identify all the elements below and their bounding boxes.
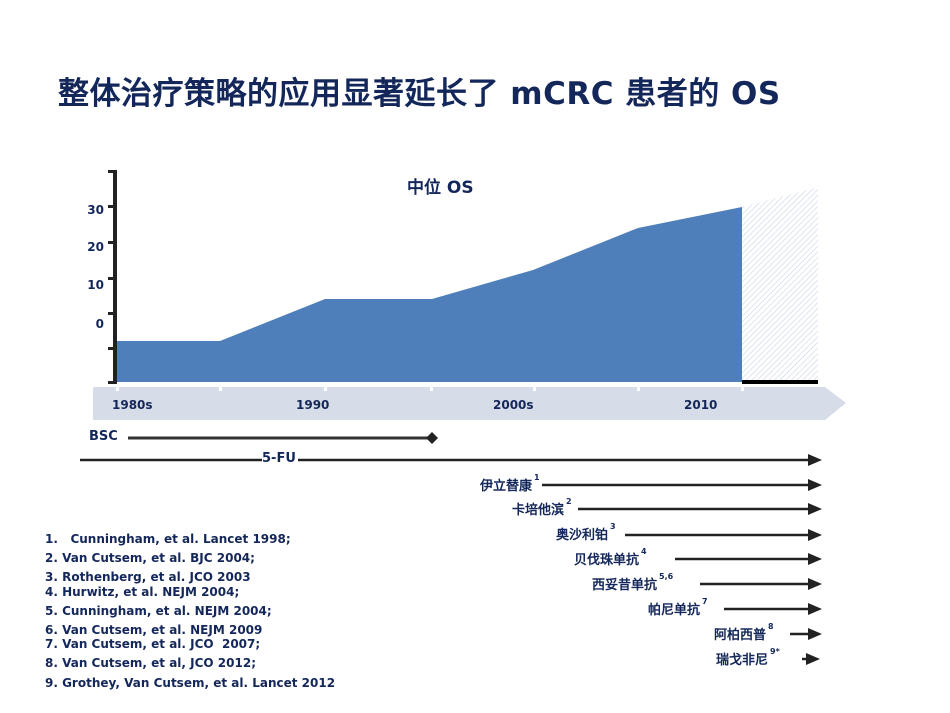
y-tick-0: 0 [95, 317, 104, 331]
projection-hatch [742, 187, 818, 382]
page-title: 整体治疗策略的应用显著延长了 mCRC 患者的 OS [58, 76, 781, 112]
therapy-bsc: BSC [89, 429, 120, 444]
references-list: 1. Cunningham, et al. Lancet 1998; 2. Va… [45, 531, 335, 691]
reference-item: 9. Grothey, Van Cutsem, et al. Lancet 20… [45, 675, 336, 690]
therapy-irinotecan: 伊立替康1 [480, 473, 542, 494]
x-label-2010: 2010 [684, 398, 718, 412]
reference-item: 2. Van Cutsem, et al. BJC 2004; [45, 551, 255, 566]
time-axis-band [93, 387, 846, 420]
therapy-oxaliplatin: 奥沙利铂3 [556, 522, 618, 543]
y-tick-10: 10 [87, 278, 104, 292]
reference-item: 7. Van Cutsem, et al. JCO 2007; [45, 637, 261, 652]
therapy-5fu: 5-FU [262, 451, 298, 466]
therapy-capecitabine: 卡培他滨2 [512, 497, 574, 518]
therapy-bevacizumab: 贝伐珠单抗4 [574, 547, 649, 568]
x-label-1980s: 1980s [112, 398, 153, 412]
os-area [117, 207, 742, 382]
therapy-panitumumab: 帕尼单抗7 [648, 597, 710, 618]
reference-item: 3. Rothenberg, et al. JCO 2003 [45, 570, 251, 585]
reference-item: 1. Cunningham, et al. Lancet 1998; [45, 532, 291, 546]
reference-item: 5. Cunningham, et al. NEJM 2004; [45, 603, 272, 618]
y-tick-30: 30 [87, 203, 104, 217]
reference-item: 6. Van Cutsem, et al. NEJM 2009 [45, 623, 263, 638]
chart-title: 中位 OS [407, 178, 474, 198]
therapy-regorafenib: 瑞戈非尼9* [716, 647, 782, 668]
reference-item: 8. Van Cutsem, et al, JCO 2012; [45, 656, 256, 671]
reference-item: 4. Hurwitz, et al. NEJM 2004; [45, 584, 240, 599]
y-tick-20: 20 [87, 240, 104, 254]
x-label-1990: 1990 [296, 398, 330, 412]
therapy-cetuximab: 西妥昔单抗5,6 [592, 572, 676, 593]
therapy-aflibercept: 阿柏西普8 [714, 622, 776, 643]
x-label-2000s: 2000s [493, 398, 534, 412]
